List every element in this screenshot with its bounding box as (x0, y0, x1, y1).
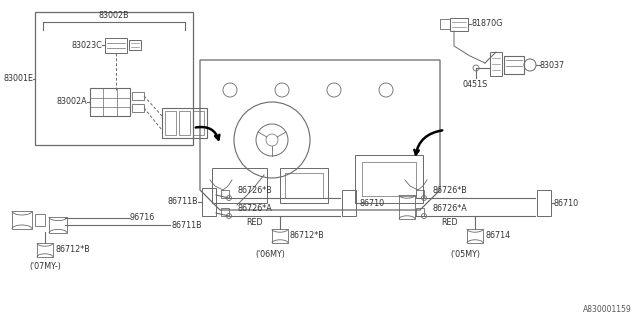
Text: 83023C: 83023C (71, 41, 102, 50)
Text: 86710: 86710 (554, 198, 579, 207)
Bar (132, 104, 144, 112)
Text: ('06MY): ('06MY) (255, 250, 285, 259)
Bar (221, 190, 229, 198)
Bar (12, 211, 32, 229)
Text: RED: RED (246, 218, 263, 227)
Bar (165, 111, 176, 135)
Bar (280, 168, 328, 203)
Bar (37, 243, 53, 257)
Bar (450, 18, 468, 31)
Bar (504, 56, 524, 74)
Text: 86714: 86714 (485, 231, 510, 241)
Text: ('07MY-): ('07MY-) (29, 262, 61, 271)
Bar (193, 111, 204, 135)
Bar (399, 195, 415, 219)
Text: RED: RED (442, 218, 458, 227)
Text: 86726*A: 86726*A (237, 204, 273, 213)
Text: 86712*B: 86712*B (290, 231, 324, 241)
Text: ('05MY): ('05MY) (450, 250, 480, 259)
Bar (221, 208, 229, 216)
Text: 96716: 96716 (130, 213, 156, 222)
Text: 86726*B: 86726*B (433, 186, 467, 195)
Text: 86712*B: 86712*B (55, 245, 90, 254)
Text: 83037: 83037 (540, 60, 565, 69)
Bar (105, 38, 127, 53)
Text: 86710: 86710 (359, 198, 384, 207)
Bar (362, 162, 416, 196)
Bar (49, 217, 67, 233)
Bar (90, 88, 130, 116)
Text: 81870G: 81870G (471, 20, 502, 28)
Bar (162, 108, 207, 138)
Bar (355, 155, 423, 203)
Bar (179, 111, 190, 135)
Bar (490, 52, 502, 76)
Bar (202, 188, 216, 216)
Bar (537, 190, 551, 216)
Bar (212, 168, 267, 203)
Text: 86711B: 86711B (172, 220, 203, 229)
Bar (132, 92, 144, 100)
Bar (342, 190, 356, 216)
Text: 86726*A: 86726*A (433, 204, 467, 213)
Text: 86726*B: 86726*B (237, 186, 273, 195)
Bar (35, 214, 45, 226)
Bar (416, 208, 424, 216)
Bar (467, 229, 483, 243)
Text: 83002B: 83002B (99, 11, 129, 20)
Bar (440, 19, 450, 29)
Text: 86711B: 86711B (168, 197, 198, 206)
Bar (272, 229, 288, 243)
Bar (35, 12, 193, 145)
Bar (416, 190, 424, 198)
Bar (285, 173, 323, 198)
FancyArrowPatch shape (414, 130, 442, 155)
Text: 83001E: 83001E (3, 74, 33, 83)
Text: 0451S: 0451S (462, 80, 488, 89)
FancyArrowPatch shape (196, 127, 220, 140)
Text: A830001159: A830001159 (583, 305, 632, 314)
Bar (129, 40, 141, 50)
Text: 83002A: 83002A (56, 98, 87, 107)
